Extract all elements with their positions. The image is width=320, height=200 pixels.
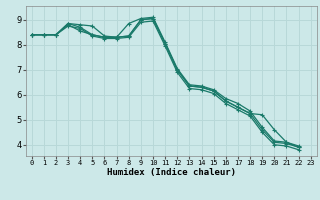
X-axis label: Humidex (Indice chaleur): Humidex (Indice chaleur) [107, 168, 236, 177]
